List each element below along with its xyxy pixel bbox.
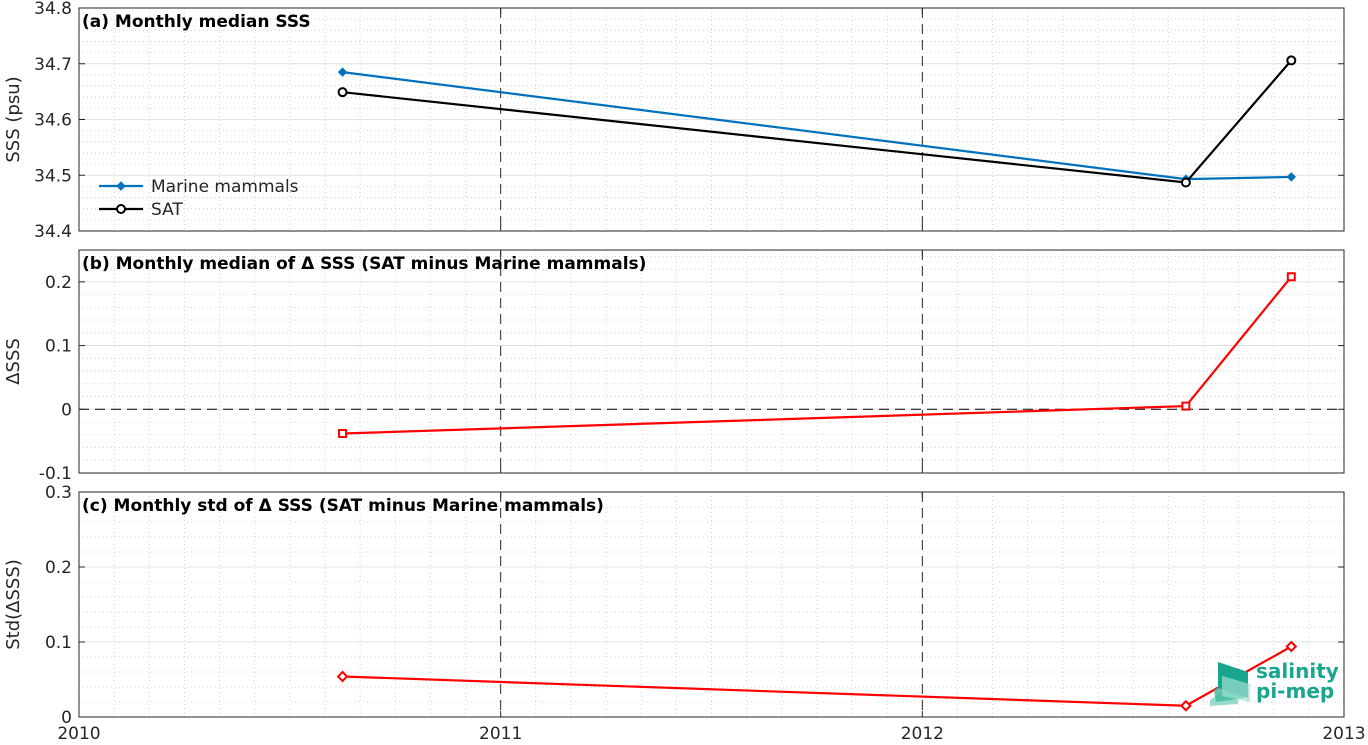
- y-axis-label: SSS (psu): [3, 76, 24, 162]
- y-tick-label: -0.1: [39, 464, 72, 484]
- y-tick-label: 0: [61, 400, 72, 420]
- plot-frame: [78, 249, 1345, 474]
- series-delta-2: [338, 272, 1296, 438]
- data-point: [1285, 640, 1298, 653]
- chart-panel-3: 0 0.1 0.2 0.3 2010 2011 2012 2013 (c) Monthly st…: [3, 483, 1366, 744]
- data-point: [1181, 401, 1191, 411]
- data-point: [337, 87, 348, 98]
- data-point: [337, 67, 348, 77]
- logo-line2: pi-mep: [1256, 679, 1334, 703]
- y-axis-label: Std(ΔSSS): [3, 559, 24, 650]
- plot-frame: [78, 491, 1345, 718]
- logo-mark-icon: [1210, 662, 1250, 706]
- logo-line1: salinity: [1256, 659, 1339, 683]
- y-tick-label: 34.7: [34, 55, 72, 75]
- x-tick-label: 2011: [479, 724, 522, 744]
- y-tick-label: 0.2: [45, 558, 72, 578]
- y-tick-label: 0.3: [45, 483, 72, 503]
- legend-marker: [116, 181, 126, 191]
- x-tick-label: 2012: [901, 724, 944, 744]
- panel-title: (c) Monthly std of Δ SSS (SAT minus Mari…: [82, 496, 604, 516]
- y-tick-label: 34.4: [34, 222, 72, 242]
- data-point: [1286, 272, 1296, 282]
- series-sat: [337, 55, 1297, 188]
- y-axis-label: ΔSSS: [3, 338, 24, 385]
- y-tick-label: 34.6: [34, 111, 72, 131]
- y-tick-label: 0.1: [45, 337, 72, 357]
- y-tick-label: 0.2: [45, 273, 72, 293]
- chart-panel-1: 34.4 34.5 34.6 34.7 34.8 (a) Monthly median S…: [3, 0, 1345, 242]
- salinity-pi-mep-logo: salinity pi-mep: [1210, 659, 1339, 706]
- y-tick-label: 34.8: [34, 0, 72, 19]
- data-point: [1180, 177, 1191, 188]
- legend-marker: [116, 204, 126, 214]
- y-tick-label: 0.1: [45, 633, 72, 653]
- grid: [79, 492, 1344, 717]
- x-tick-label: 2013: [1322, 724, 1365, 744]
- plot-area: [79, 250, 1344, 473]
- data-point: [336, 670, 349, 683]
- panel-title: (b) Monthly median of Δ SSS (SAT minus M…: [82, 254, 646, 274]
- chart-panel-2: -0.1 0 0.1 0.2 (b) Monthly median of Δ SSS (…: [3, 249, 1345, 484]
- series-delta-3: [336, 640, 1298, 712]
- data-point: [1286, 172, 1296, 182]
- chart-panels-layer: 34.4 34.5 34.6 34.7 34.8 (a) Monthly median S…: [3, 0, 1366, 744]
- data-point: [338, 428, 348, 438]
- panel-title: (a) Monthly median SSS: [82, 12, 311, 32]
- y-tick-label: 0: [61, 708, 72, 728]
- x-tick-label: 2010: [57, 724, 100, 744]
- data-point: [1286, 55, 1297, 66]
- legend: Marine mammals SAT: [99, 177, 299, 220]
- y-tick-label: 34.5: [34, 166, 72, 186]
- data-point: [1179, 699, 1192, 712]
- legend-label: SAT: [151, 200, 183, 220]
- legend-label: Marine mammals: [151, 177, 299, 197]
